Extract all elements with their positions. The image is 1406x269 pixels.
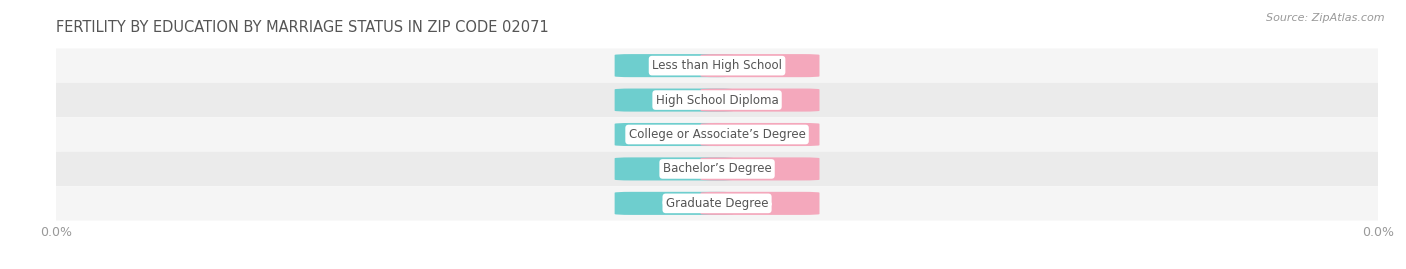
FancyBboxPatch shape (614, 157, 734, 180)
Text: 0.0%: 0.0% (661, 130, 688, 139)
FancyBboxPatch shape (700, 192, 820, 215)
FancyBboxPatch shape (44, 117, 1391, 152)
FancyBboxPatch shape (700, 157, 820, 180)
Text: 0.0%: 0.0% (747, 130, 773, 139)
Text: FERTILITY BY EDUCATION BY MARRIAGE STATUS IN ZIP CODE 02071: FERTILITY BY EDUCATION BY MARRIAGE STATU… (56, 20, 548, 35)
Text: 0.0%: 0.0% (747, 95, 773, 105)
FancyBboxPatch shape (700, 54, 820, 77)
Text: College or Associate’s Degree: College or Associate’s Degree (628, 128, 806, 141)
FancyBboxPatch shape (44, 48, 1391, 83)
Text: 0.0%: 0.0% (661, 199, 688, 208)
Text: 0.0%: 0.0% (747, 164, 773, 174)
FancyBboxPatch shape (700, 89, 820, 112)
FancyBboxPatch shape (44, 186, 1391, 221)
FancyBboxPatch shape (614, 54, 734, 77)
FancyBboxPatch shape (614, 89, 734, 112)
Text: High School Diploma: High School Diploma (655, 94, 779, 107)
Text: Less than High School: Less than High School (652, 59, 782, 72)
Text: 0.0%: 0.0% (661, 164, 688, 174)
FancyBboxPatch shape (614, 192, 734, 215)
Text: Graduate Degree: Graduate Degree (666, 197, 768, 210)
Text: 0.0%: 0.0% (747, 61, 773, 70)
Text: 0.0%: 0.0% (747, 199, 773, 208)
Text: Bachelor’s Degree: Bachelor’s Degree (662, 162, 772, 175)
FancyBboxPatch shape (614, 123, 734, 146)
FancyBboxPatch shape (44, 83, 1391, 117)
Text: 0.0%: 0.0% (661, 95, 688, 105)
FancyBboxPatch shape (44, 152, 1391, 186)
Text: 0.0%: 0.0% (661, 61, 688, 70)
FancyBboxPatch shape (700, 123, 820, 146)
Text: Source: ZipAtlas.com: Source: ZipAtlas.com (1267, 13, 1385, 23)
